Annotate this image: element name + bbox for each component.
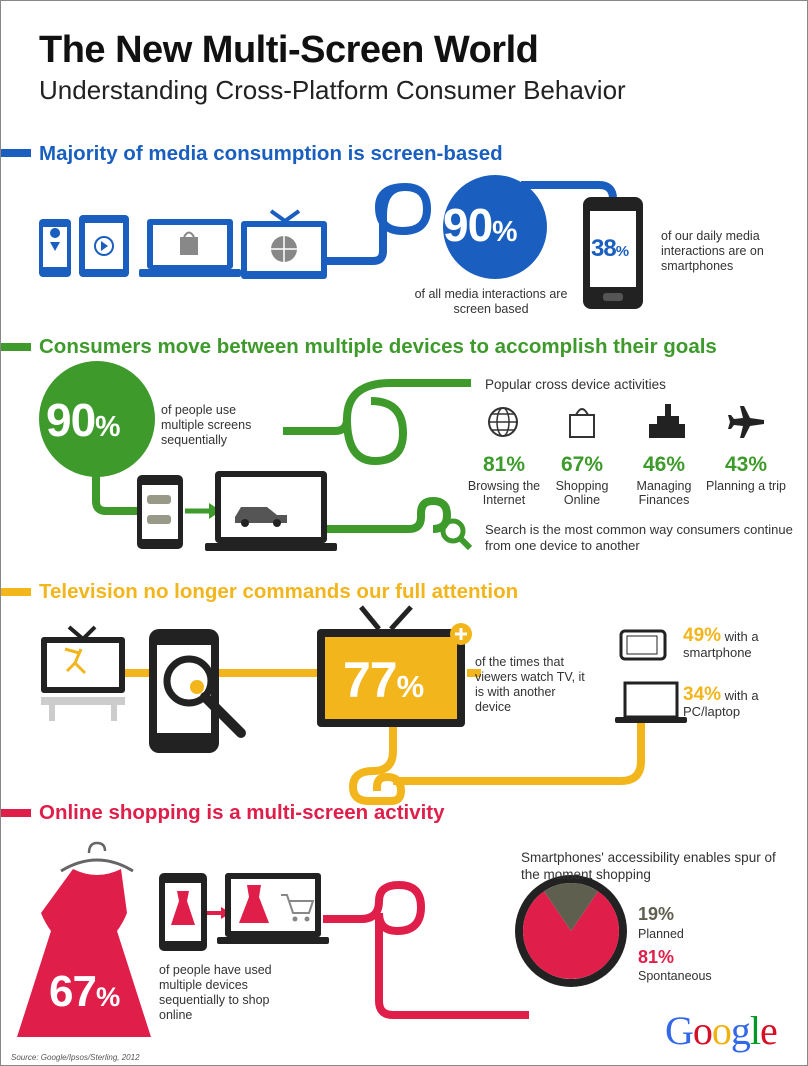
section2-connector-bottom [321,496,452,533]
tv-item-pc-value: 34% [683,684,722,705]
activity-label-browsing: Browsing the Internet [467,479,541,507]
section3-big-unit: % [396,669,425,704]
section3-big-value: 77 [343,652,398,708]
section1-title: Majority of media consumption is screen-… [39,142,503,165]
section4-connector [323,880,529,1019]
section4-bar [1,809,31,817]
section1-connector [323,182,432,265]
section3-title: Television no longer commands our full a… [39,580,519,603]
section2-bar [1,343,31,351]
logo-l: l [749,1008,761,1053]
section2-big-unit: % [95,411,120,443]
magnifier-icon [440,518,473,551]
logo-g2: g [730,1008,751,1053]
section1-big-caption: of all media interactions are screen bas… [414,287,568,316]
section1-phone-unit: % [615,243,629,260]
finance-building-icon [649,404,685,438]
phone-car-icon [137,475,183,549]
logo-e: e [760,1008,778,1053]
activities-title: Popular cross device activities [485,377,666,392]
airplane-icon [728,406,764,438]
activity-label-trip: Planning a trip [706,479,786,493]
activity-value-shopping: 67% [560,453,604,476]
section2-connector-top [283,379,471,435]
section4-big-unit: % [95,981,120,1012]
logo-g1: G [665,1008,694,1053]
pie-planned-value: 19% [638,904,675,924]
tv-item-smartphone-label: with a smartphone [683,629,759,660]
tv-item-smartphone-value: 49% [683,625,722,646]
dress-icon [17,841,151,1037]
section1-big-stat: 90% [443,198,518,252]
section4-big-value: 67 [49,967,97,1016]
logo-o2: o [711,1008,732,1053]
logo-o1: o [692,1008,713,1053]
section3-big-stat: 77% [343,651,425,709]
section2-loop [343,397,408,466]
tv-item-pc-label: with a PC/laptop [683,688,759,719]
section2-title: Consumers move between multiple devices … [39,335,717,358]
page-subtitle: Understanding Cross-Platform Consumer Be… [39,75,626,105]
smartphone-landscape-icon [619,629,667,661]
laptop-car-icon [205,471,337,551]
phone-search-icon [149,629,246,753]
section2-big-stat: 90% [46,393,121,447]
globe-icon [488,407,518,437]
phone-dress-icon [159,873,207,951]
tv-basketball-icon [241,209,327,279]
laptop-icon [615,681,687,723]
activity-value-browsing: 81% [482,453,526,476]
laptop-bag-icon [139,219,241,277]
section1-big-unit: % [492,216,517,248]
section2-big-circle [39,361,155,477]
pie-slice-planned [544,883,598,931]
section1-bar [1,149,31,157]
section1-phone-value: 38 [591,235,617,262]
pie-planned-label: Planned [638,927,684,941]
tablet-play-icon [79,215,129,277]
section3-bar [1,588,31,596]
section1-phone-caption: of our daily media interactions are on s… [661,229,764,273]
section3-big-caption: of the times that viewers watch TV, it i… [475,655,585,714]
pie-spontaneous-label: Spontaneous [638,969,712,983]
smartphone-38-icon [583,197,643,309]
section4-big-caption: of people have used multiple devices seq… [159,963,272,1022]
pie-spontaneous-value: 81% [638,947,675,967]
section2-big-caption: of people use multiple screens sequentia… [161,403,252,447]
pie-title: Smartphones' accessibility enables spur … [521,850,776,882]
pie-slice-spontaneous [523,891,619,980]
section1-big-circle [443,175,547,279]
google-logo: Google [665,1007,778,1054]
page-title: The New Multi-Screen World [39,29,539,71]
tv-golf-icon [41,625,125,721]
tv-item-pc: 34% with a PC/laptop [683,684,793,720]
pie-chart [515,875,627,987]
section4-title: Online shopping is a multi-screen activi… [39,801,445,824]
tv-item-smartphone: 49% with a smartphone [683,625,793,661]
search-caption: Search is the most common way consumers … [485,522,793,553]
laptop-cart-icon [217,873,329,944]
activity-label-finances: Managing Finances [636,479,692,507]
activity-value-trip: 43% [724,453,768,476]
tv-77-icon [317,605,472,727]
section2-connector-left [92,461,141,515]
section3-loop [348,721,645,805]
activity-value-finances: 46% [642,453,686,476]
section4-big-stat: 67% [49,967,120,1017]
section1-phone-stat: 38% [591,235,629,263]
activity-label-shopping: Shopping Online [555,479,609,507]
section1-big-value: 90 [443,199,493,251]
source-note: Source: Google/Ipsos/Sterling, 2012 [11,1053,140,1062]
shopping-bag-icon [569,408,595,438]
section2-big-value: 90 [46,394,96,446]
phone-map-icon [39,219,71,277]
